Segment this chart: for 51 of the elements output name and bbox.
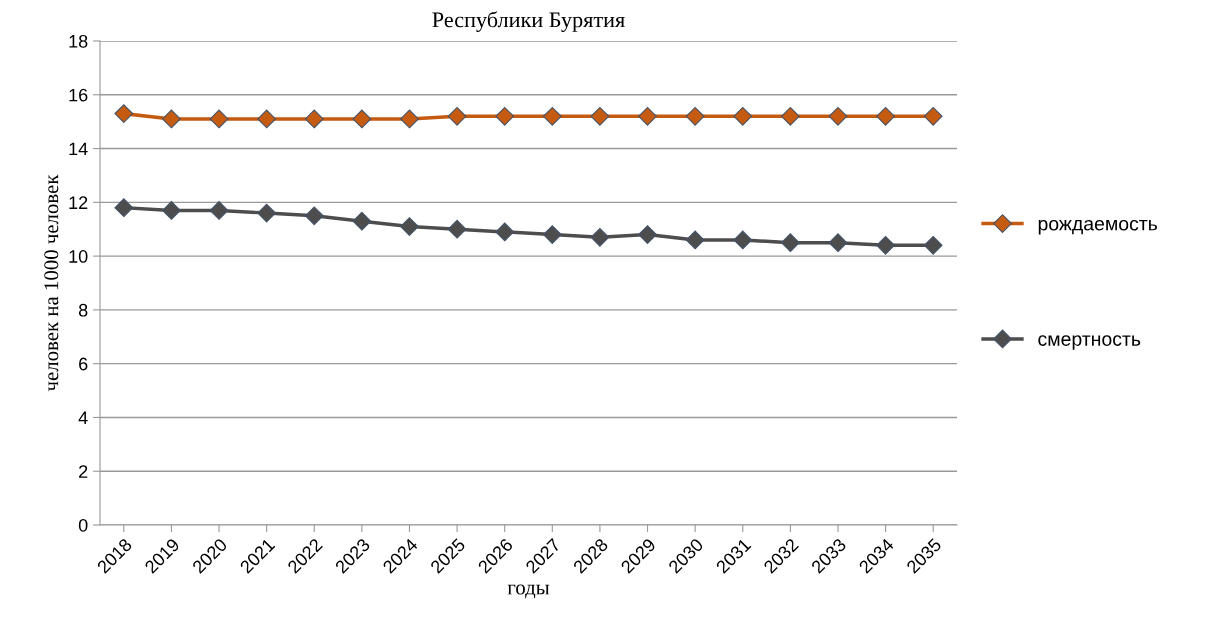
point <box>542 225 562 244</box>
y-tick-label: 4 <box>78 411 88 424</box>
point <box>590 106 610 126</box>
point <box>638 225 657 244</box>
point <box>447 106 467 126</box>
point <box>400 109 419 129</box>
point <box>876 235 895 255</box>
point <box>304 109 324 129</box>
point <box>638 106 657 126</box>
point <box>828 106 848 126</box>
point <box>162 201 181 220</box>
point <box>828 233 848 253</box>
point <box>209 109 229 129</box>
point <box>685 230 705 250</box>
point <box>780 106 800 126</box>
point <box>114 198 134 218</box>
y-tick-label: 2 <box>79 465 88 478</box>
y-tick-label: 6 <box>79 357 88 371</box>
point <box>447 219 467 239</box>
chart-title: Республики Бурятия <box>432 11 625 32</box>
y-tick-label: 0 <box>78 518 88 532</box>
point <box>114 104 134 123</box>
y-tick-label: 12 <box>69 196 88 209</box>
point <box>876 106 895 126</box>
y-tick-label: 8 <box>78 303 88 317</box>
legend-label: смертность <box>1038 335 1141 350</box>
x-axis-title: годы <box>507 584 550 599</box>
point <box>352 109 372 129</box>
y-tick-label: 16 <box>69 88 88 102</box>
point <box>495 106 515 126</box>
point <box>352 211 372 231</box>
point <box>257 109 277 129</box>
legend-label: рождаемость <box>1038 219 1158 235</box>
point <box>733 106 753 126</box>
y-axis-title: человек на 1000 человек <box>44 174 59 392</box>
point <box>780 233 800 253</box>
point <box>923 235 943 255</box>
point <box>733 230 753 250</box>
point <box>257 203 277 223</box>
point <box>685 106 705 126</box>
point <box>400 217 419 236</box>
y-tick-label: 14 <box>69 142 88 156</box>
y-tick-label: 10 <box>69 250 88 263</box>
point <box>542 106 562 126</box>
point <box>590 227 610 247</box>
point <box>162 109 181 129</box>
point <box>304 206 324 226</box>
point <box>495 222 515 242</box>
point <box>209 201 229 220</box>
point <box>923 106 943 126</box>
y-tick-label: 18 <box>69 34 88 48</box>
